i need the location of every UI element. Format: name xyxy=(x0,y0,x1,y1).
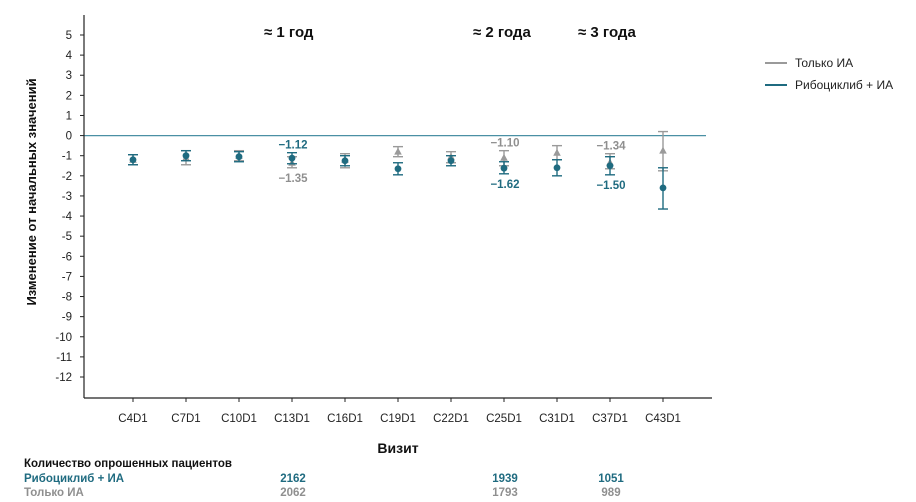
y-tick-label: -7 xyxy=(62,271,72,283)
x-tick-label: C13D1 xyxy=(274,413,310,425)
y-tick-label: 3 xyxy=(66,70,72,82)
point-ia-only xyxy=(500,153,508,161)
count-ribo-c37d1: 1051 xyxy=(598,473,624,485)
x-tick-label: C4D1 xyxy=(118,413,147,425)
point-ribociclib xyxy=(500,164,508,172)
annotation-year-1: ≈ 1 год xyxy=(264,24,314,41)
y-tick-label: 4 xyxy=(66,50,73,62)
data-label: −1.12 xyxy=(278,140,307,152)
legend: Только ИА Рибоциклиб + ИА xyxy=(765,52,893,96)
x-tick-label: C16D1 xyxy=(327,413,363,425)
x-tick-label: C43D1 xyxy=(645,413,681,425)
count-ribo-c25d1: 1939 xyxy=(492,473,518,485)
count-ia-c13d1: 2062 xyxy=(280,487,306,499)
x-axis-title: Визит xyxy=(377,440,418,456)
annotation-year-2: ≈ 2 года xyxy=(473,24,531,41)
y-tick-label: -3 xyxy=(62,191,72,203)
y-tick-label: -11 xyxy=(56,352,72,364)
counts-ia-label: Только ИА xyxy=(24,487,84,499)
y-tick-label: -2 xyxy=(62,171,72,183)
legend-swatch-ribociclib xyxy=(765,84,787,86)
legend-label-ia-only: Только ИА xyxy=(795,56,854,70)
point-ribociclib xyxy=(447,157,455,165)
point-ribociclib xyxy=(659,184,667,192)
y-tick-label: 5 xyxy=(66,30,72,42)
counts-title: Количество опрошенных пациентов xyxy=(24,458,232,470)
counts-ribo-label: Рибоциклиб + ИА xyxy=(24,473,125,485)
y-tick-label: 0 xyxy=(66,131,72,143)
legend-label-ribociclib: Рибоциклиб + ИА xyxy=(795,78,894,92)
y-tick-label: -6 xyxy=(62,251,72,263)
y-axis-title: Изменение от начальных значений xyxy=(24,78,39,305)
y-tick-label: -1 xyxy=(62,151,72,163)
data-label: −1.35 xyxy=(278,173,308,185)
point-ribociclib xyxy=(129,156,137,164)
x-tick-label: C25D1 xyxy=(486,413,522,425)
point-ribociclib xyxy=(235,153,243,161)
point-ribociclib xyxy=(394,165,402,173)
y-tick-label: 1 xyxy=(66,110,72,122)
y-tick-label: -9 xyxy=(62,312,72,324)
y-tick-label: -5 xyxy=(62,231,72,243)
data-label: −1.50 xyxy=(596,180,625,192)
count-ia-c25d1: 1793 xyxy=(492,487,518,499)
point-ribociclib xyxy=(288,154,296,162)
point-ribociclib xyxy=(606,162,614,170)
legend-item-ribociclib: Рибоциклиб + ИА xyxy=(765,74,893,96)
data-label: −1.34 xyxy=(596,141,626,153)
x-tick-label: C10D1 xyxy=(221,413,257,425)
point-ribociclib xyxy=(182,152,190,160)
x-tick-label: C31D1 xyxy=(539,413,575,425)
y-tick-label: -4 xyxy=(62,211,73,223)
count-ia-c37d1: 989 xyxy=(601,487,621,499)
data-label: −1.10 xyxy=(490,138,519,150)
y-tick-label: -12 xyxy=(55,372,72,384)
y-tick-label: 2 xyxy=(66,90,72,102)
x-tick-label: C22D1 xyxy=(433,413,469,425)
y-tick-label: -10 xyxy=(55,332,72,344)
legend-swatch-ia-only xyxy=(765,62,787,64)
data-label: −1.62 xyxy=(490,179,519,191)
x-tick-label: C19D1 xyxy=(380,413,416,425)
y-tick-label: -8 xyxy=(62,292,72,304)
annotation-year-3: ≈ 3 года xyxy=(578,24,636,41)
patient-counts-table: Количество опрошенных пациентов Рибоцикл… xyxy=(24,458,916,502)
x-tick-label: C37D1 xyxy=(592,413,628,425)
point-ia-only xyxy=(394,147,402,155)
point-ribociclib xyxy=(553,164,561,172)
legend-item-ia-only: Только ИА xyxy=(765,52,893,74)
point-ia-only xyxy=(553,148,561,156)
point-ribociclib xyxy=(341,157,349,165)
point-ia-only xyxy=(659,146,667,154)
x-tick-label: C7D1 xyxy=(171,413,200,425)
count-ribo-c13d1: 2162 xyxy=(280,473,306,485)
